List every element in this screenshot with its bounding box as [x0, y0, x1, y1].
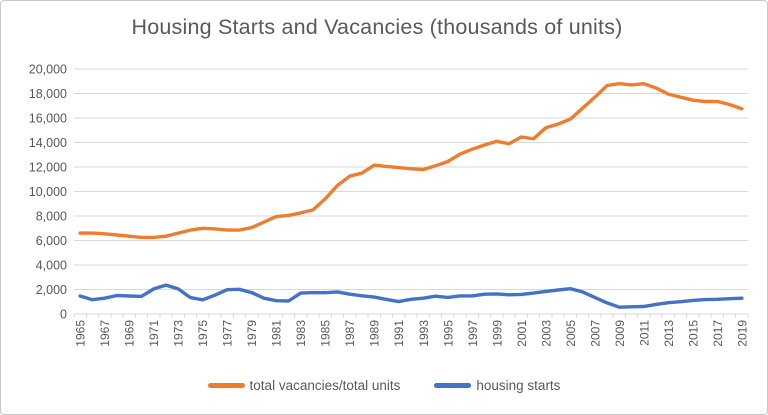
- x-axis-label: 1995: [441, 320, 455, 347]
- x-axis-label: 2017: [711, 320, 725, 347]
- x-axis-label: 1973: [172, 320, 186, 347]
- x-axis-label: 2019: [735, 320, 749, 347]
- line-chart-plot-area: 0 2,000 4,000 6,000 8,000 10,000 12,000 14,000 1…: [29, 63, 750, 347]
- x-axis-label: 1977: [221, 320, 235, 347]
- y-axis-label: 8,000: [36, 210, 67, 224]
- x-axis-label: 1983: [294, 320, 308, 347]
- x-axis-label: 1991: [392, 320, 406, 347]
- y-axis-label: 16,000: [29, 112, 67, 126]
- vacancies-line-swatch: [207, 383, 245, 388]
- x-axis-label: 1993: [417, 320, 431, 347]
- y-axis-label: 10,000: [29, 185, 67, 199]
- x-axis-label: 1965: [74, 320, 88, 347]
- x-axis-label: 1967: [98, 320, 112, 347]
- legend-label-vacancies: total vacancies/total units: [249, 378, 401, 393]
- y-axis-label: 18,000: [29, 87, 67, 101]
- x-axis-label: 2009: [613, 320, 627, 347]
- series-line-housing-starts: [78, 283, 744, 309]
- x-axis-label: 2015: [686, 320, 700, 347]
- x-axis-label: 1985: [319, 320, 333, 347]
- y-axis-label: 2,000: [36, 283, 67, 297]
- x-axis-label: 1987: [343, 320, 357, 347]
- x-axis-label: 2003: [539, 320, 553, 347]
- y-axis-label: 6,000: [36, 234, 67, 248]
- legend: total vacancies/total units housing star…: [1, 378, 767, 393]
- chart-title: Housing Starts and Vacancies (thousands …: [131, 15, 623, 39]
- y-axis-label: 0: [60, 308, 67, 322]
- x-axis-label: 1975: [196, 320, 210, 347]
- x-axis-label: 1971: [147, 320, 161, 347]
- y-axis-label: 20,000: [29, 63, 67, 77]
- series-line-vacancies: [78, 81, 744, 240]
- housing-starts-line-swatch: [434, 383, 472, 388]
- legend-item-housing-starts: housing starts: [434, 378, 560, 393]
- x-axis-label: 1989: [368, 320, 382, 347]
- x-axis-label: 1999: [490, 320, 504, 347]
- y-axis-label: 12,000: [29, 161, 67, 175]
- x-axis-label: 1969: [123, 320, 137, 347]
- x-axis-label: 2013: [662, 320, 676, 347]
- x-axis-label: 1997: [466, 320, 480, 347]
- x-axis-label: 1981: [270, 320, 284, 347]
- x-axis-label: 2011: [637, 320, 651, 346]
- x-axis-label: 2001: [515, 320, 529, 347]
- y-axis-label: 14,000: [29, 136, 67, 150]
- legend-item-vacancies: total vacancies/total units: [207, 378, 401, 393]
- legend-label-housing-starts: housing starts: [476, 378, 561, 393]
- x-axis-label: 2007: [588, 320, 602, 347]
- y-axis-label: 4,000: [36, 259, 67, 273]
- x-axis-label: 2005: [564, 320, 578, 347]
- x-axis-label: 1979: [245, 320, 259, 347]
